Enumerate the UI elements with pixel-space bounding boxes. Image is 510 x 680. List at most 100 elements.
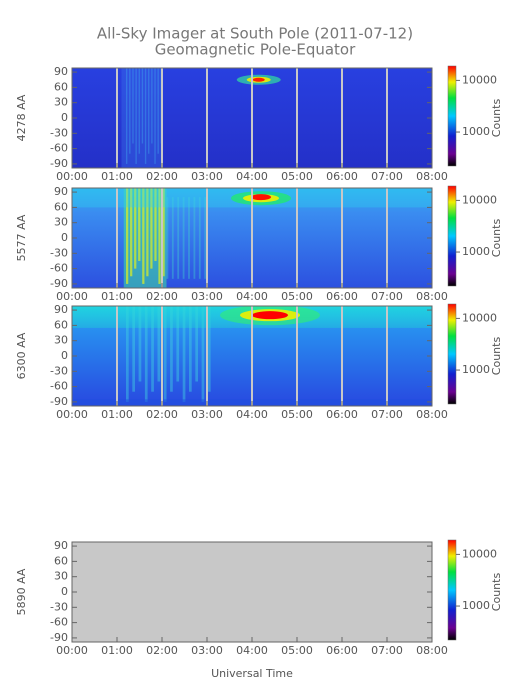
x-tick-label: 08:00 [416, 170, 448, 183]
heatmap-texture [130, 188, 133, 277]
x-tick-label: 03:00 [191, 408, 223, 421]
x-tick-label: 06:00 [326, 408, 358, 421]
heatmap-texture [162, 188, 165, 277]
x-tick-label: 01:00 [101, 290, 133, 303]
heatmap-texture [144, 68, 147, 164]
y-axis-label: 6300 AA [15, 332, 28, 379]
heatmap-texture [150, 188, 153, 269]
y-tick-label: -60 [50, 380, 68, 393]
colorbar [447, 539, 457, 641]
x-tick-label: 05:00 [281, 644, 313, 657]
heatmap [72, 306, 432, 406]
heatmap-texture [144, 306, 148, 402]
x-tick-label: 05:00 [281, 290, 313, 303]
heatmap-texture [176, 306, 180, 382]
x-tick-label: 03:00 [191, 170, 223, 183]
y-axis-label: 5890 AA [15, 568, 28, 615]
x-tick-label: 02:00 [146, 644, 178, 657]
heatmap-texture [157, 68, 159, 154]
x-tick-label: 00:00 [56, 170, 88, 183]
colorbar-tick-label: 10000 [462, 193, 497, 206]
y-tick-label: -30 [50, 126, 68, 139]
x-tick-label: 02:00 [146, 408, 178, 421]
chart-subtitle: Geomagnetic Pole-Equator [155, 41, 356, 59]
heatmap-texture [166, 197, 169, 279]
heatmap-texture [126, 68, 128, 164]
x-tick-label: 04:00 [236, 170, 268, 183]
y-tick-label: 30 [54, 216, 68, 229]
x-tick-label: 05:00 [281, 408, 313, 421]
x-tick-label: 06:00 [326, 170, 358, 183]
x-axis-label: Universal Time [211, 667, 293, 680]
x-tick-label: 03:00 [191, 644, 223, 657]
heatmap-texture [126, 188, 129, 284]
heatmap-texture [163, 306, 167, 402]
y-tick-label: -30 [50, 600, 68, 613]
y-axis-label: 4278 AA [15, 94, 28, 141]
x-tick-label: 07:00 [371, 170, 403, 183]
y-tick-label: -30 [50, 364, 68, 377]
heatmap-texture [207, 306, 211, 392]
x-tick-label: 02:00 [146, 290, 178, 303]
x-tick-label: 06:00 [326, 644, 358, 657]
heatmap-texture [154, 68, 156, 164]
x-tick-label: 01:00 [101, 170, 133, 183]
y-axis-label: 5577 AA [15, 214, 28, 261]
colorbar-label: Counts [490, 219, 503, 258]
heatmap-texture [141, 68, 144, 144]
colorbar-tick-label: 10000 [462, 311, 497, 324]
x-tick-label: 01:00 [101, 408, 133, 421]
y-tick-label: 0 [61, 231, 68, 244]
colorbar [447, 303, 457, 405]
x-tick-label: 04:00 [236, 290, 268, 303]
heatmap-texture [142, 188, 145, 284]
x-tick-label: 00:00 [56, 290, 88, 303]
heatmap-texture [148, 68, 150, 154]
y-tick-label: 60 [54, 200, 68, 213]
heatmap-texture [171, 197, 174, 279]
y-tick-label: 60 [54, 80, 68, 93]
y-tick-label: 30 [54, 96, 68, 109]
heatmap-texture [189, 306, 192, 392]
heatmap-texture [146, 188, 149, 277]
colorbar-tick-label: 1000 [462, 245, 490, 258]
y-tick-label: 30 [54, 334, 68, 347]
x-tick-label: 08:00 [416, 408, 448, 421]
y-tick-label: 90 [54, 65, 68, 78]
heatmap-texture [252, 311, 288, 320]
heatmap-texture [138, 306, 142, 382]
x-tick-label: 08:00 [416, 644, 448, 657]
heatmap-texture [188, 197, 190, 279]
heatmap-texture [151, 306, 154, 392]
y-tick-label: -60 [50, 142, 68, 155]
heatmap [72, 68, 432, 168]
y-tick-label: 0 [61, 585, 68, 598]
colorbar-label: Counts [490, 99, 503, 138]
heatmap [72, 542, 432, 642]
colorbar-label: Counts [490, 337, 503, 376]
colorbar-tick-label: 10000 [462, 73, 497, 86]
heatmap [72, 188, 432, 288]
heatmap-texture [135, 68, 137, 164]
colorbar [447, 185, 457, 287]
y-tick-label: 60 [54, 554, 68, 567]
colorbar-tick-label: 1000 [462, 363, 490, 376]
x-tick-label: 04:00 [236, 644, 268, 657]
heatmap-texture [151, 68, 153, 144]
heatmap-texture [252, 77, 265, 82]
colorbar-tick-label: 10000 [462, 547, 497, 560]
y-tick-label: -90 [50, 631, 68, 644]
heatmap-texture [134, 188, 137, 269]
y-tick-label: 30 [54, 570, 68, 583]
heatmap-texture [126, 306, 129, 402]
heatmap-texture [154, 188, 157, 261]
heatmap-texture [204, 197, 207, 279]
y-tick-label: -90 [50, 395, 68, 408]
x-tick-label: 00:00 [56, 644, 88, 657]
heatmap-texture [251, 194, 271, 201]
heatmap-texture [182, 306, 186, 402]
y-tick-label: 0 [61, 111, 68, 124]
colorbar-tick-label: 1000 [462, 125, 490, 138]
y-tick-label: 0 [61, 349, 68, 362]
